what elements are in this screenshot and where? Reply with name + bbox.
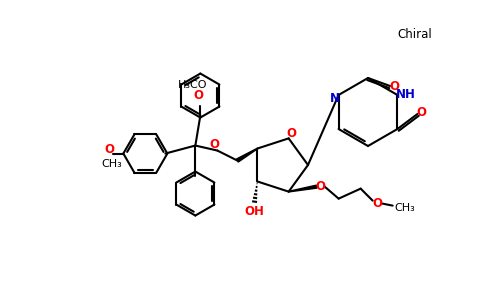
Text: O: O — [287, 127, 297, 140]
Text: CH₃: CH₃ — [101, 158, 121, 169]
Text: O: O — [389, 80, 399, 92]
Polygon shape — [288, 185, 317, 192]
Text: O: O — [210, 138, 219, 151]
Text: O: O — [373, 197, 383, 210]
Text: O: O — [316, 180, 326, 193]
Text: H₃CO: H₃CO — [178, 80, 207, 89]
Text: OH: OH — [244, 205, 264, 218]
Polygon shape — [237, 148, 257, 162]
Text: O: O — [416, 106, 426, 118]
Text: NH: NH — [395, 88, 415, 101]
Text: O: O — [193, 89, 203, 102]
Text: O: O — [105, 143, 114, 156]
Text: N: N — [330, 92, 340, 104]
Text: CH₃: CH₃ — [394, 202, 415, 213]
Text: Chiral: Chiral — [398, 28, 432, 41]
